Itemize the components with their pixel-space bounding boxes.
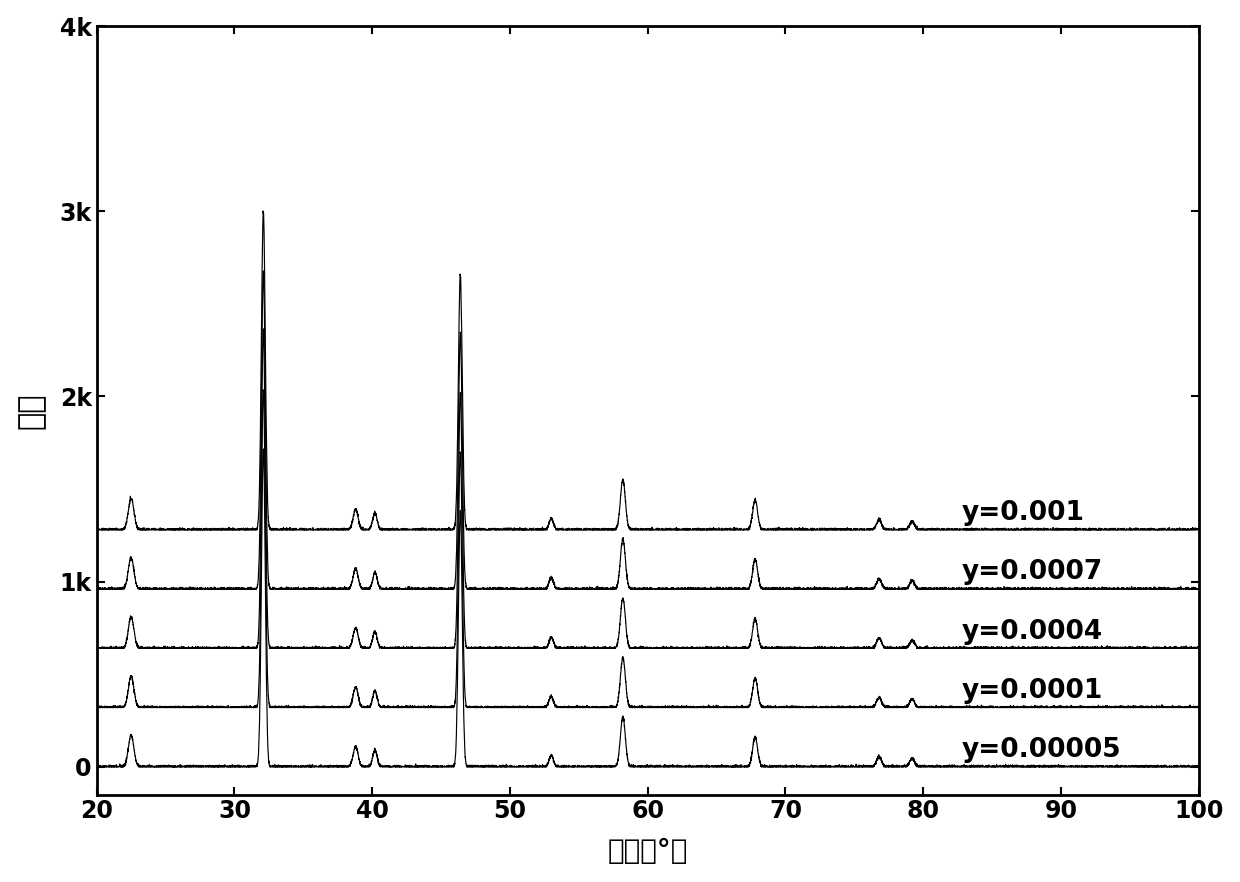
Text: y=0.0001: y=0.0001 bbox=[962, 678, 1104, 704]
Text: y=0.001: y=0.001 bbox=[962, 500, 1085, 526]
Text: y=0.00005: y=0.00005 bbox=[962, 737, 1121, 763]
Text: y=0.0007: y=0.0007 bbox=[962, 559, 1102, 586]
Y-axis label: 强度: 强度 bbox=[16, 392, 46, 429]
Text: y=0.0004: y=0.0004 bbox=[962, 618, 1102, 645]
X-axis label: 角度（°）: 角度（°） bbox=[608, 837, 688, 865]
